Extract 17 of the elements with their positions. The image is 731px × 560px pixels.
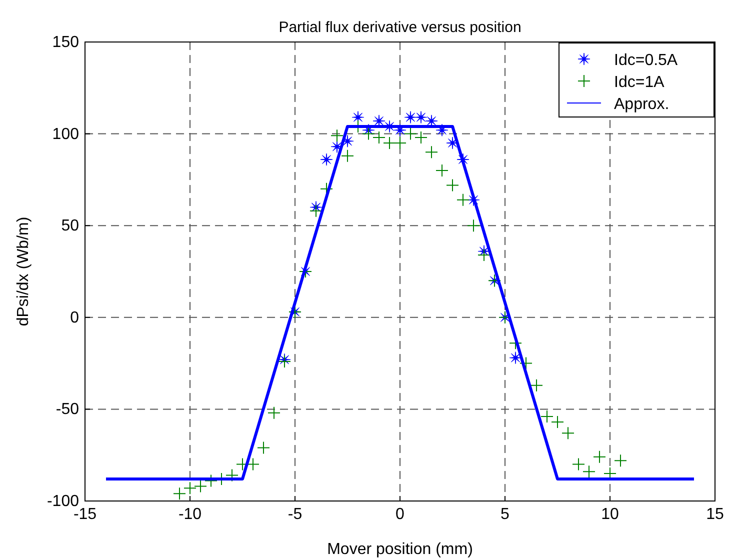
- x-tick-label: -10: [178, 506, 202, 523]
- legend-label: Idc=0.5A: [614, 52, 678, 69]
- legend-label: Idc=1A: [614, 74, 665, 91]
- y-tick-label: 0: [70, 309, 80, 326]
- y-axis-title: dPsi/dx (Wb/m): [15, 216, 32, 326]
- y-tick-label: -50: [56, 401, 80, 418]
- x-tick-label: 5: [500, 506, 510, 523]
- x-tick-label: 10: [601, 506, 619, 523]
- x-tick-label: 0: [396, 506, 405, 523]
- chart-title: Partial flux derivative versus position: [278, 19, 522, 36]
- x-tick-label: -5: [288, 506, 302, 523]
- x-tick-label: 15: [706, 506, 724, 523]
- x-axis-title: Mover position (mm): [327, 541, 473, 558]
- y-tick-label: 50: [61, 218, 80, 235]
- y-tick-label: 100: [52, 126, 80, 143]
- legend-label: Approx.: [614, 96, 670, 113]
- y-tick-label: 150: [52, 34, 80, 51]
